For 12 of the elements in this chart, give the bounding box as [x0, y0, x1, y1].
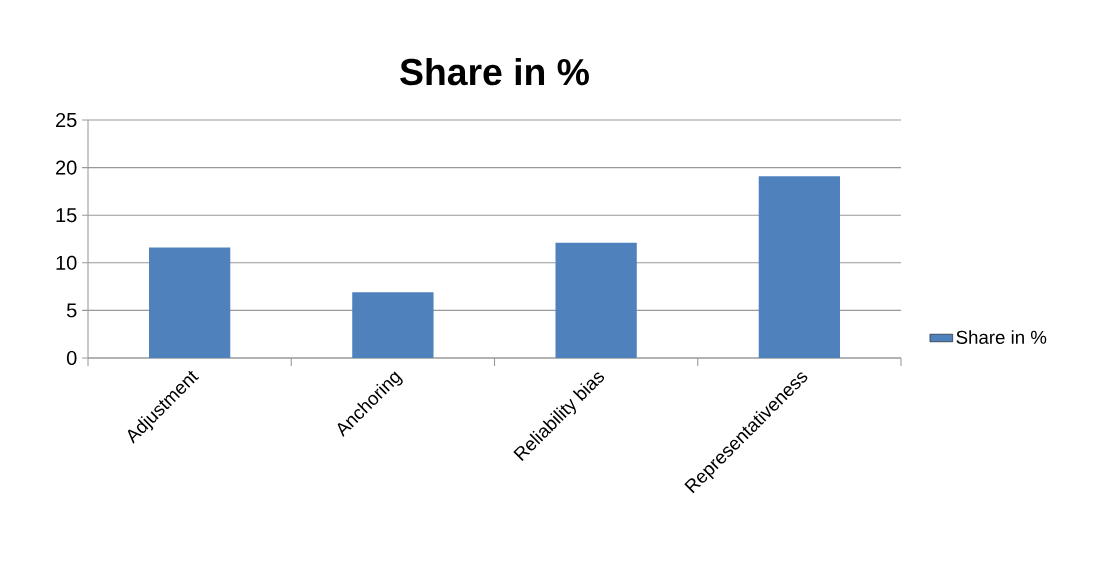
bar [352, 292, 434, 358]
legend-label: Share in % [956, 330, 1047, 344]
y-tick-label: 25 [56, 112, 77, 128]
y-tick-label: 10 [56, 255, 77, 270]
bar [148, 247, 231, 358]
bar [555, 242, 637, 358]
y-tick-label: 0 [66, 350, 77, 366]
y-tick-label: 15 [56, 208, 77, 223]
y-tick-label: 5 [66, 303, 77, 318]
chart-title: Share in % [400, 57, 589, 86]
y-tick-label: 20 [56, 160, 77, 175]
bar [758, 176, 841, 358]
